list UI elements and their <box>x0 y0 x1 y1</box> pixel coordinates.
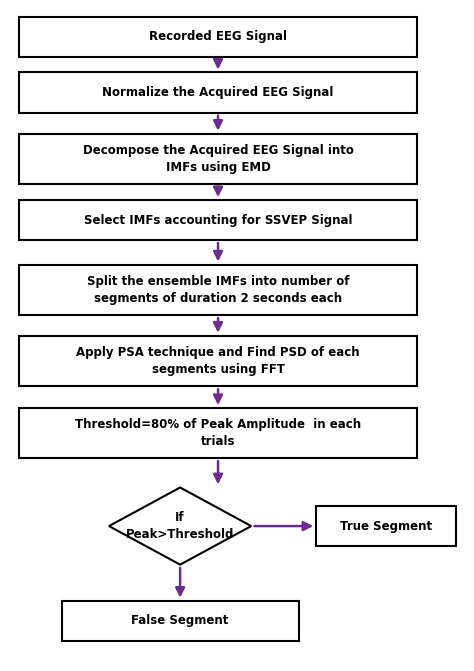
FancyBboxPatch shape <box>19 407 417 458</box>
FancyBboxPatch shape <box>19 72 417 113</box>
Text: False Segment: False Segment <box>131 614 229 627</box>
FancyBboxPatch shape <box>19 134 417 184</box>
Text: Split the ensemble IMFs into number of
segments of duration 2 seconds each: Split the ensemble IMFs into number of s… <box>87 275 349 305</box>
Text: Apply PSA technique and Find PSD of each
segments using FFT: Apply PSA technique and Find PSD of each… <box>76 346 360 376</box>
FancyBboxPatch shape <box>19 336 417 386</box>
FancyBboxPatch shape <box>316 506 456 546</box>
Text: Threshold=80% of Peak Amplitude  in each
trials: Threshold=80% of Peak Amplitude in each … <box>75 418 361 448</box>
Text: If
Peak>Threshold: If Peak>Threshold <box>126 511 234 541</box>
FancyBboxPatch shape <box>19 200 417 240</box>
Text: Normalize the Acquired EEG Signal: Normalize the Acquired EEG Signal <box>102 86 334 99</box>
Text: Select IMFs accounting for SSVEP Signal: Select IMFs accounting for SSVEP Signal <box>84 213 352 227</box>
Text: True Segment: True Segment <box>340 519 432 533</box>
Text: Decompose the Acquired EEG Signal into
IMFs using EMD: Decompose the Acquired EEG Signal into I… <box>82 144 354 174</box>
FancyBboxPatch shape <box>19 265 417 315</box>
FancyBboxPatch shape <box>62 601 299 641</box>
FancyBboxPatch shape <box>19 17 417 57</box>
Text: Recorded EEG Signal: Recorded EEG Signal <box>149 30 287 44</box>
Polygon shape <box>109 487 251 565</box>
